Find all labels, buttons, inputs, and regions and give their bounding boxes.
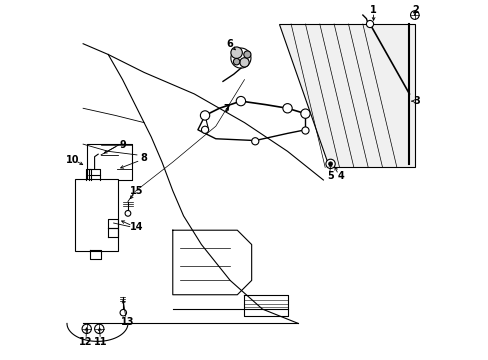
Text: 7: 7	[223, 104, 229, 114]
Circle shape	[366, 21, 373, 28]
Circle shape	[230, 47, 242, 58]
Text: 5: 5	[326, 171, 333, 181]
Circle shape	[200, 111, 209, 120]
Text: 13: 13	[121, 317, 134, 327]
Circle shape	[328, 162, 332, 166]
Circle shape	[244, 51, 250, 58]
Circle shape	[300, 109, 309, 118]
Circle shape	[239, 58, 249, 67]
Text: 3: 3	[412, 96, 419, 106]
Text: 4: 4	[337, 171, 344, 181]
Circle shape	[410, 11, 418, 19]
Circle shape	[325, 159, 335, 168]
Circle shape	[251, 138, 258, 145]
Text: 1: 1	[369, 5, 376, 15]
Circle shape	[125, 211, 131, 216]
Text: 10: 10	[65, 155, 79, 165]
Text: 12: 12	[79, 337, 93, 347]
Text: 11: 11	[94, 337, 107, 347]
Text: 6: 6	[225, 40, 232, 49]
FancyBboxPatch shape	[75, 179, 118, 251]
Circle shape	[301, 127, 308, 134]
Circle shape	[94, 324, 104, 333]
Text: 9: 9	[120, 140, 126, 150]
Text: 14: 14	[129, 222, 142, 232]
Circle shape	[82, 324, 91, 333]
Polygon shape	[278, 24, 414, 167]
Circle shape	[282, 104, 292, 113]
Circle shape	[236, 96, 245, 106]
Circle shape	[233, 58, 239, 65]
Text: 8: 8	[141, 153, 147, 163]
Circle shape	[201, 126, 208, 134]
Text: 15: 15	[130, 186, 143, 196]
Circle shape	[120, 310, 126, 316]
Circle shape	[230, 48, 250, 68]
Text: 2: 2	[412, 5, 418, 15]
